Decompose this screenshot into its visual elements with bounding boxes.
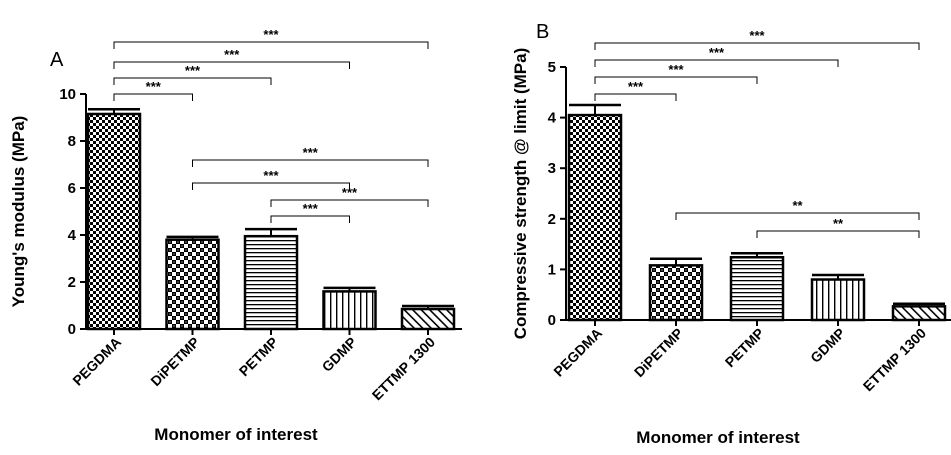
x-tick-label: GDMP xyxy=(319,334,360,375)
x-tick-label: GDMP xyxy=(807,325,848,366)
y-tick-label: 2 xyxy=(68,274,76,291)
x-axis-title: Monomer of interest xyxy=(636,428,800,447)
significance-bracket xyxy=(113,61,350,69)
panel-a: A 0 2 4 6 8 10 Young's modulus (MPa) Monomer of … xyxy=(9,27,462,444)
significance-bracket xyxy=(594,93,677,101)
x-tick-label: PETMP xyxy=(236,334,281,379)
bar xyxy=(891,305,947,322)
bar xyxy=(810,278,866,322)
y-tick-label: 2 xyxy=(548,211,556,228)
significance-label: *** xyxy=(749,28,765,43)
y-tick-label: 0 xyxy=(68,321,76,338)
y-tick-label: 5 xyxy=(548,59,556,76)
significance-bracket xyxy=(113,77,272,85)
panel-letter: B xyxy=(536,21,549,43)
x-tick-label: DiPETMP xyxy=(631,325,686,380)
y-tick-label: 4 xyxy=(68,227,77,244)
bar xyxy=(322,290,377,331)
x-tick-label: DiPETMP xyxy=(147,334,202,389)
significance-label: *** xyxy=(263,27,279,42)
y-tick-label: 6 xyxy=(68,180,76,197)
x-tick-label: PETMP xyxy=(722,325,767,370)
significance-bracket xyxy=(270,199,429,207)
significance-label: *** xyxy=(263,168,279,183)
significance-label: *** xyxy=(709,45,725,60)
y-tick-label: 4 xyxy=(548,110,557,127)
significance-bracket xyxy=(594,42,920,50)
bar xyxy=(400,307,456,331)
y-tick-label: 3 xyxy=(548,160,556,177)
bar xyxy=(729,256,785,322)
bar xyxy=(86,112,142,331)
x-axis-title: Monomer of interest xyxy=(154,425,318,444)
significance-label: *** xyxy=(185,63,201,78)
significance-bracket xyxy=(756,230,920,238)
significance-bracket xyxy=(594,76,758,84)
y-tick-label: 10 xyxy=(59,86,76,103)
bar xyxy=(567,113,623,322)
y-tick-label: 8 xyxy=(68,133,76,150)
panel-letter: A xyxy=(50,49,64,71)
y-axis-title: Young's modulus (MPa) xyxy=(9,116,28,308)
significance-bracket xyxy=(270,215,350,223)
panel-b: B 0 1 2 3 4 5 Compressive strength @ limit (MPa… xyxy=(511,21,951,447)
significance-label: *** xyxy=(668,62,684,77)
bar xyxy=(165,238,220,331)
y-tick-label: 0 xyxy=(548,312,556,329)
bar xyxy=(243,234,299,331)
significance-label: ** xyxy=(833,216,844,231)
x-tick-label: PEGDMA xyxy=(69,334,124,389)
y-tick-label: 1 xyxy=(548,261,556,278)
significance-label: *** xyxy=(342,185,358,200)
x-tick-label: PEGDMA xyxy=(550,325,605,380)
significance-label: *** xyxy=(303,145,319,160)
x-tick-label: ETTMP 1300 xyxy=(369,334,439,404)
significance-bracket xyxy=(113,93,193,101)
significance-bracket xyxy=(192,182,350,190)
y-axis-title: Compressive strength @ limit (MPa) xyxy=(511,48,530,339)
x-tick-label: ETTMP 1300 xyxy=(860,325,930,395)
significance-label: *** xyxy=(303,201,319,216)
significance-label: *** xyxy=(224,47,240,62)
significance-label: ** xyxy=(792,198,803,213)
significance-bracket xyxy=(113,41,429,49)
significance-bracket xyxy=(192,159,429,167)
significance-bracket xyxy=(594,59,839,67)
significance-label: *** xyxy=(628,79,644,94)
significance-bracket xyxy=(675,212,920,220)
significance-label: *** xyxy=(146,79,162,94)
bar xyxy=(648,264,704,322)
